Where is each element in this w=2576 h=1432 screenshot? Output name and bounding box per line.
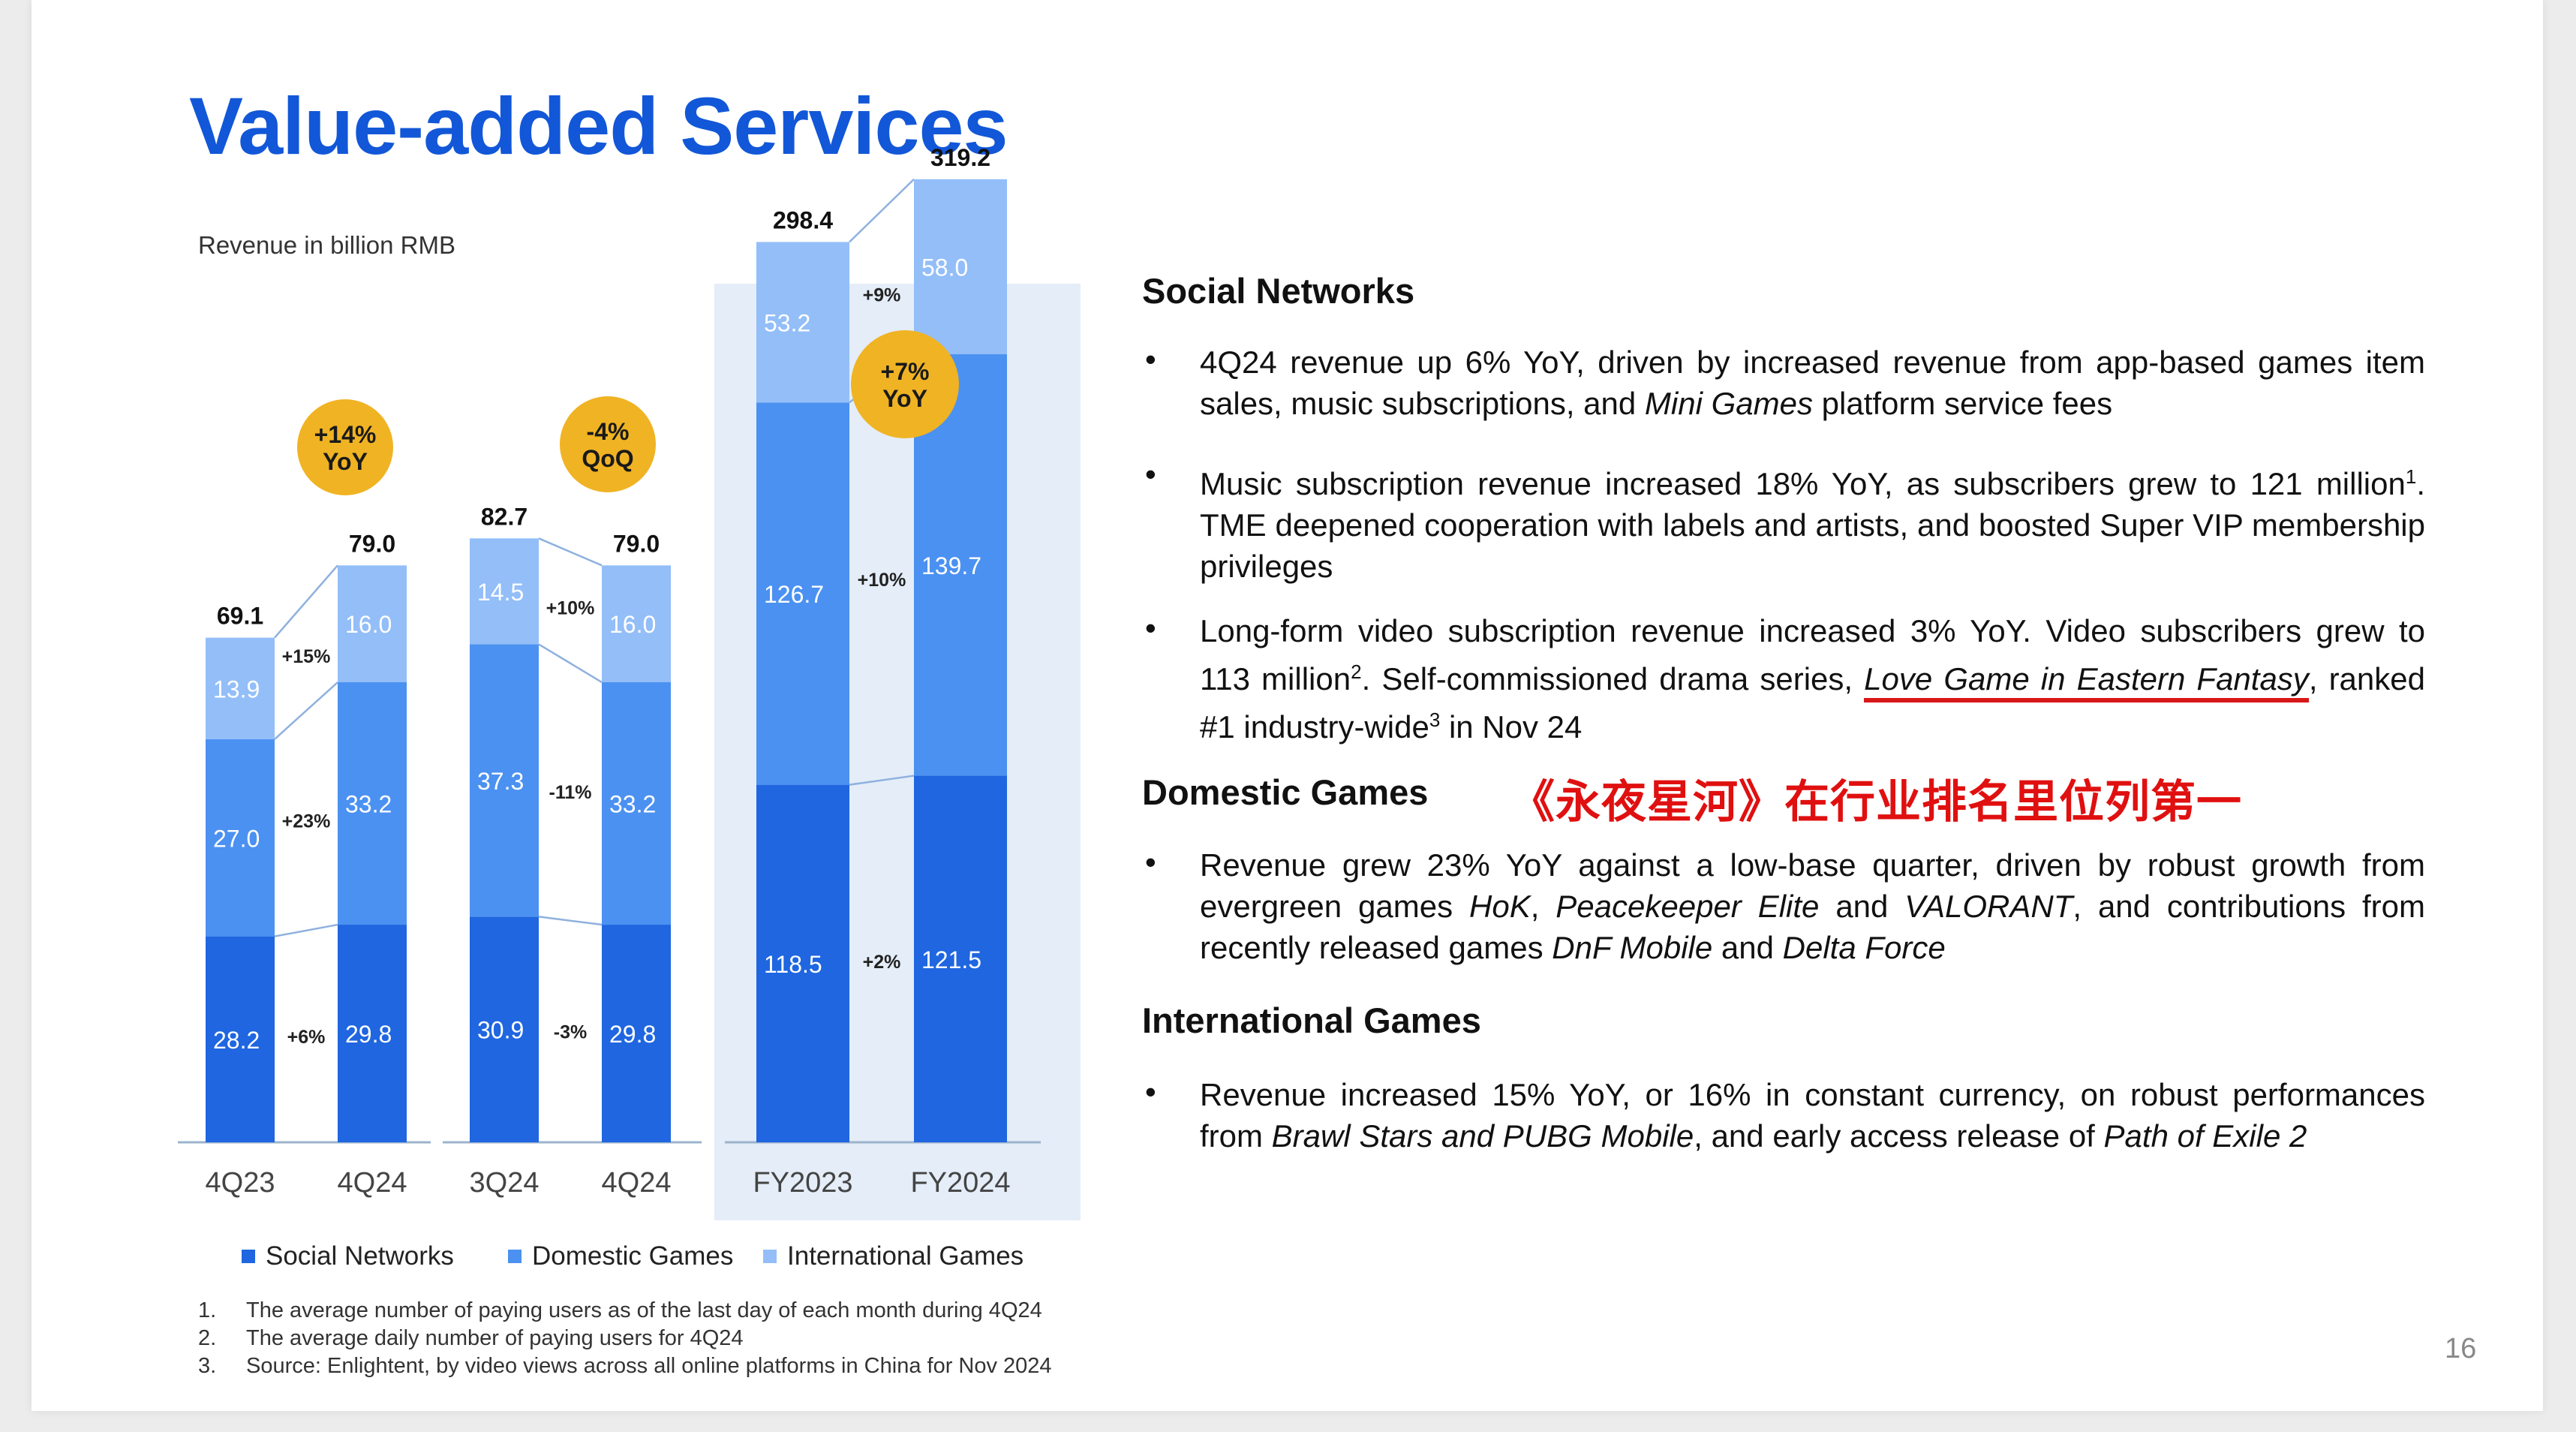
social-bullet-2: Music subscription revenue increased 18%… xyxy=(1200,465,2425,584)
total-label-5: 319.2 xyxy=(930,144,990,171)
change-badge-1 xyxy=(560,396,656,492)
category-label-5: FY2024 xyxy=(910,1167,1010,1199)
category-label-3: 4Q24 xyxy=(602,1167,672,1199)
international-bullet-1: Revenue increased 15% YoY, or 16% in con… xyxy=(1200,1077,2425,1154)
bar-label-domestic-4: 126.7 xyxy=(764,581,824,608)
category-label-1: 4Q24 xyxy=(338,1167,407,1199)
legend-swatch-social xyxy=(242,1250,255,1263)
bullet-icon: • xyxy=(1145,1074,1156,1109)
bar-label-international-0: 13.9 xyxy=(213,675,260,702)
change-label-international-1: +10% xyxy=(546,598,595,619)
badge-pct-2: +7% xyxy=(881,358,930,385)
badge-pct-1: -4% xyxy=(587,418,630,445)
domestic-bullet-1: Revenue grew 23% YoY against a low-base … xyxy=(1200,847,2425,965)
badge-basis-0: YoY xyxy=(323,448,368,475)
legend-swatch-international xyxy=(763,1250,777,1263)
heading-international-games: International Games xyxy=(1142,1000,1481,1040)
bar-domestic-3 xyxy=(602,682,671,925)
bar-domestic-2 xyxy=(470,644,539,917)
legend-swatch-domestic xyxy=(508,1250,522,1263)
change-label-domestic-0: +23% xyxy=(282,811,331,832)
bar-label-international-1: 16.0 xyxy=(345,611,392,638)
bar-label-international-3: 16.0 xyxy=(609,611,656,638)
bar-label-domestic-0: 27.0 xyxy=(213,825,260,852)
bar-label-domestic-3: 33.2 xyxy=(609,791,656,818)
bar-international-3 xyxy=(602,565,671,683)
social-bullet-3: Long-form video subscription revenue inc… xyxy=(1200,613,2425,745)
total-label-3: 79.0 xyxy=(613,530,660,557)
bar-social-4 xyxy=(756,784,849,1142)
change-label-international-2: +9% xyxy=(863,284,901,305)
bar-label-social-5: 121.5 xyxy=(921,946,981,973)
change-label-social-2: +2% xyxy=(863,952,901,973)
bar-international-5 xyxy=(914,179,1007,354)
revenue-chart: 28.2 27.0 13.9 69.1 4Q23 29.8 33.2 16.0 79.0 4Q24… xyxy=(178,144,1081,1220)
page-title: Value-added Services xyxy=(189,80,1008,171)
badge-pct-0: +14% xyxy=(314,421,377,448)
bar-label-international-5: 58.0 xyxy=(921,254,968,281)
change-label-social-0: +6% xyxy=(287,1027,326,1048)
bar-label-social-2: 30.9 xyxy=(477,1017,524,1044)
bar-social-5 xyxy=(914,775,1007,1142)
connector-line-2-1 xyxy=(849,775,915,786)
bar-label-social-0: 28.2 xyxy=(213,1027,260,1054)
bar-label-domestic-1: 33.2 xyxy=(345,791,392,818)
bar-label-social-4: 118.5 xyxy=(764,951,822,978)
bar-label-domestic-5: 139.7 xyxy=(921,552,981,579)
bar-label-social-3: 29.8 xyxy=(609,1021,656,1048)
badge-basis-2: YoY xyxy=(882,385,927,412)
connector-line-0-3 xyxy=(274,564,338,639)
bar-international-4 xyxy=(756,242,849,403)
connector-line-0-2 xyxy=(274,681,338,740)
revenue-unit-label: Revenue in billion RMB xyxy=(198,231,456,259)
total-label-0: 69.1 xyxy=(217,603,263,630)
heading-social-networks: Social Networks xyxy=(1142,271,1415,311)
bar-international-0 xyxy=(206,637,275,739)
category-label-0: 4Q23 xyxy=(206,1167,275,1199)
bar-social-3 xyxy=(602,925,671,1142)
bar-label-international-4: 53.2 xyxy=(764,309,810,336)
bar-label-social-1: 29.8 xyxy=(345,1021,392,1048)
change-label-domestic-1: -11% xyxy=(549,782,592,803)
legend-item-social: Social Networks xyxy=(242,1241,454,1271)
page-number: 16 xyxy=(2445,1333,2477,1364)
red-annotation: 《永夜星河》在行业排名里位列第一 xyxy=(1510,776,2242,829)
legend-item-international: International Games xyxy=(763,1241,1023,1271)
connector-line-1-2 xyxy=(538,643,603,684)
change-badge-0 xyxy=(297,399,393,495)
bullet-icon: • xyxy=(1145,844,1156,880)
change-badge-2 xyxy=(851,330,959,438)
bar-label-domestic-2: 37.3 xyxy=(477,768,524,795)
bar-social-0 xyxy=(206,936,275,1142)
badge-basis-1: QoQ xyxy=(582,445,633,472)
total-label-4: 298.4 xyxy=(773,206,833,233)
drama-title-underlined: Love Game in Eastern Fantasy xyxy=(1864,661,2309,702)
connector-line-0-1 xyxy=(274,923,338,937)
bar-label-international-2: 14.5 xyxy=(477,579,524,606)
bar-social-1 xyxy=(338,925,407,1142)
bullet-icon: • xyxy=(1145,456,1156,492)
bar-international-2 xyxy=(470,538,539,645)
change-label-international-0: +15% xyxy=(282,646,331,667)
connector-line-1-3 xyxy=(538,537,603,567)
slide: Value-added Services Revenue in billion … xyxy=(32,0,2543,1411)
total-label-2: 82.7 xyxy=(481,503,528,530)
total-label-1: 79.0 xyxy=(349,530,395,557)
heading-domestic-games: Domestic Games xyxy=(1142,772,1429,812)
category-label-4: FY2023 xyxy=(753,1167,852,1199)
connector-line-1-1 xyxy=(538,916,603,926)
bar-domestic-0 xyxy=(206,739,275,937)
change-label-social-1: -3% xyxy=(554,1021,587,1042)
bar-international-1 xyxy=(338,565,407,683)
social-bullet-1: 4Q24 revenue up 6% YoY, driven by increa… xyxy=(1200,344,2425,421)
category-label-2: 3Q24 xyxy=(470,1167,540,1199)
bullet-icon: • xyxy=(1145,610,1156,645)
change-label-domestic-2: +10% xyxy=(858,570,906,591)
bar-social-2 xyxy=(470,916,539,1142)
legend-item-domestic: Domestic Games xyxy=(508,1241,733,1271)
bullet-icon: • xyxy=(1145,341,1156,377)
bar-domestic-1 xyxy=(338,682,407,925)
connector-line-2-3 xyxy=(849,178,915,243)
bar-domestic-4 xyxy=(756,402,849,785)
